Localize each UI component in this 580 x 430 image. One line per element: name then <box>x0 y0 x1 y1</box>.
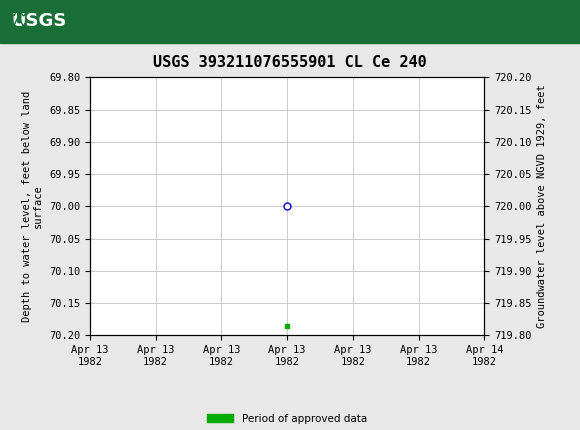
Text: USGS 393211076555901 CL Ce 240: USGS 393211076555901 CL Ce 240 <box>153 55 427 70</box>
Y-axis label: Depth to water level, feet below land
surface: Depth to water level, feet below land su… <box>22 91 44 322</box>
Legend: Period of approved data: Period of approved data <box>203 410 371 428</box>
Text: USGS: USGS <box>12 12 67 31</box>
Y-axis label: Groundwater level above NGVD 1929, feet: Groundwater level above NGVD 1929, feet <box>537 85 547 328</box>
